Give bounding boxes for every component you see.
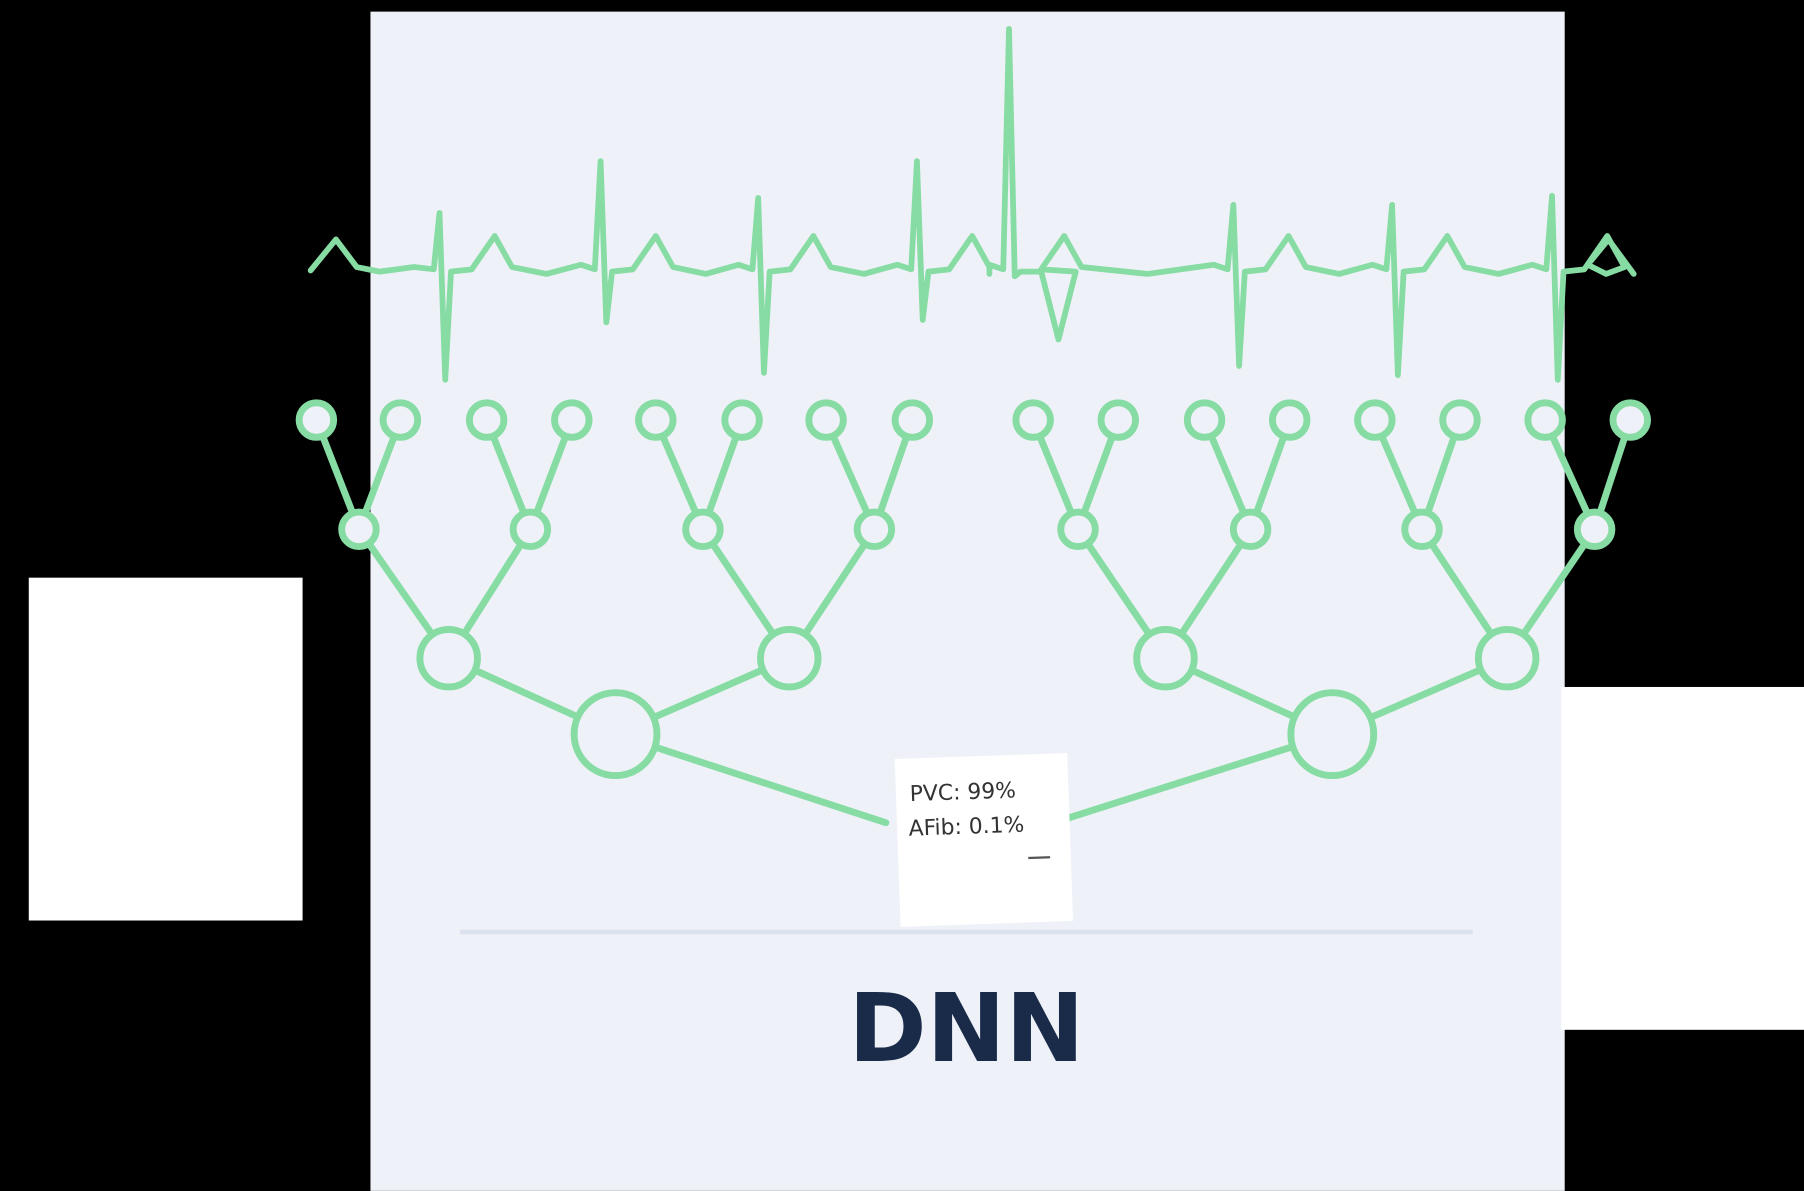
node [757, 625, 822, 691]
node [853, 508, 896, 551]
node [682, 508, 724, 551]
node [551, 399, 593, 441]
network [295, 25, 1651, 827]
node [570, 689, 661, 780]
ecg-trace [307, 25, 1637, 383]
node [379, 399, 422, 441]
node [1097, 399, 1140, 441]
node [1354, 399, 1396, 441]
output-card: PVC: 99% AFib: 0.1% [894, 753, 1074, 927]
node [635, 399, 677, 441]
panel [370, 11, 1565, 1191]
node [1524, 399, 1566, 441]
node [805, 399, 847, 441]
node [1609, 399, 1651, 441]
edge [1060, 730, 1336, 823]
node [1474, 625, 1540, 691]
node [338, 508, 380, 551]
node [1229, 508, 1272, 551]
node [1269, 399, 1311, 441]
node [1573, 508, 1616, 551]
node [1133, 625, 1198, 691]
node [1439, 399, 1481, 441]
node [416, 625, 481, 691]
edge [612, 730, 890, 827]
node [1287, 689, 1378, 780]
card [894, 753, 1074, 927]
model-label: DNN [848, 974, 1084, 1084]
node [509, 508, 552, 551]
output-line: AFib: 0.1% [908, 813, 1024, 842]
node [1183, 399, 1226, 441]
right-block [1561, 686, 1804, 1030]
node [465, 399, 508, 441]
node [1401, 508, 1443, 551]
node [721, 399, 763, 441]
node [295, 399, 338, 441]
output-line: PVC: 99% [909, 778, 1016, 807]
left-block [28, 577, 303, 921]
dash [1028, 856, 1051, 860]
node [891, 399, 934, 441]
node [1057, 508, 1099, 551]
node [1012, 399, 1054, 441]
